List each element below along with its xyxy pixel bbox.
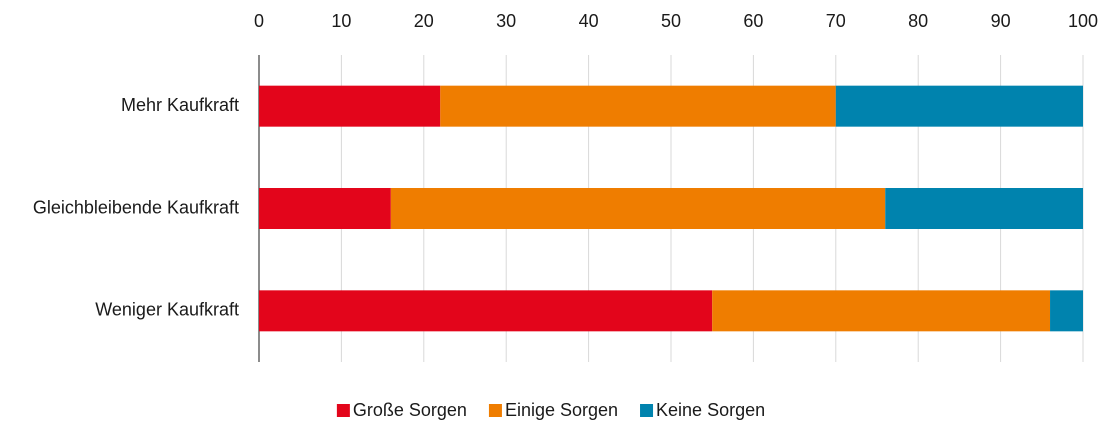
y-tick-label: Mehr Kaufkraft [121, 95, 239, 115]
x-tick-label: 60 [743, 11, 763, 31]
legend-swatch [640, 404, 654, 417]
bar-segment [1050, 290, 1083, 332]
legend-label: Keine Sorgen [656, 400, 765, 420]
x-tick-label: 10 [331, 11, 351, 31]
y-tick-label: Gleichbleibende Kaufkraft [33, 197, 239, 217]
y-tick-label: Weniger Kaufkraft [95, 300, 239, 320]
bar-segment [440, 85, 836, 127]
bar-segment [259, 85, 441, 127]
x-tick-label: 0 [254, 11, 264, 31]
x-tick-label: 70 [826, 11, 846, 31]
bar-segment [885, 188, 1083, 229]
bar-segment [259, 290, 713, 332]
legend-swatch [488, 404, 502, 417]
legend-label: Große Sorgen [353, 400, 467, 420]
bar-segment [835, 85, 1083, 127]
x-tick-label: 30 [496, 11, 516, 31]
x-tick-label: 50 [661, 11, 681, 31]
x-tick-label: 20 [414, 11, 434, 31]
x-tick-label: 80 [908, 11, 928, 31]
bar-segment [712, 290, 1051, 332]
x-tick-label: 100 [1068, 11, 1098, 31]
x-tick-label: 40 [579, 11, 599, 31]
legend-label: Einige Sorgen [505, 400, 618, 420]
bar-segment [390, 188, 886, 229]
bar-segment [259, 188, 391, 229]
legend-swatch [336, 404, 350, 417]
x-tick-label: 90 [991, 11, 1011, 31]
